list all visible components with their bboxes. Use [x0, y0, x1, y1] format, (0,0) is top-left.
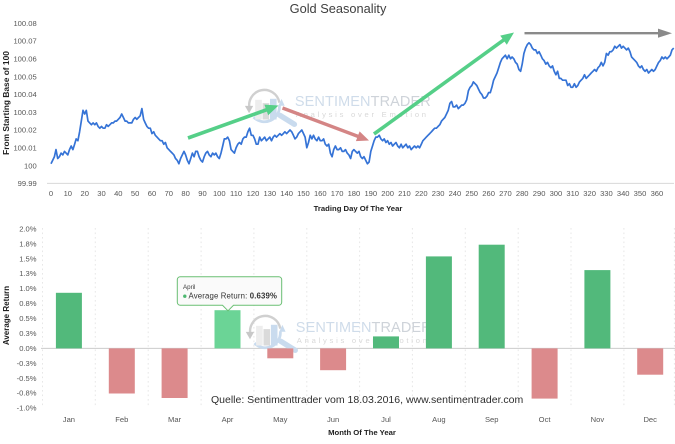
svg-text:Average Return: 0.639%: Average Return: 0.639% [189, 291, 278, 300]
svg-text:150: 150 [297, 189, 310, 198]
svg-text:100.06: 100.06 [13, 54, 36, 63]
svg-text:0.5%: 0.5% [19, 314, 37, 323]
svg-text:Apr: Apr [222, 415, 234, 424]
svg-text:Jul: Jul [381, 415, 391, 424]
svg-text:260: 260 [482, 189, 495, 198]
svg-text:30: 30 [97, 189, 105, 198]
svg-text:240: 240 [449, 189, 462, 198]
svg-text:1.0%: 1.0% [19, 284, 37, 293]
svg-text:70: 70 [165, 189, 173, 198]
svg-text:90: 90 [198, 189, 206, 198]
svg-text:140: 140 [280, 189, 293, 198]
svg-text:-0.5%: -0.5% [17, 374, 37, 383]
svg-text:180: 180 [348, 189, 361, 198]
svg-text:Analysis over Emotion: Analysis over Emotion [296, 110, 429, 119]
svg-text:SENTIMENTRADER: SENTIMENTRADER [296, 320, 432, 336]
svg-text:280: 280 [516, 189, 529, 198]
svg-text:290: 290 [533, 189, 546, 198]
svg-text:Gold Seasonality: Gold Seasonality [290, 1, 387, 16]
svg-text:310: 310 [566, 189, 579, 198]
svg-text:100.04: 100.04 [13, 90, 36, 99]
svg-text:0.8%: 0.8% [19, 299, 37, 308]
svg-text:-0.8%: -0.8% [17, 389, 37, 398]
svg-text:250: 250 [465, 189, 478, 198]
svg-text:100.05: 100.05 [13, 72, 36, 81]
svg-text:20: 20 [80, 189, 88, 198]
svg-text:100: 100 [24, 161, 37, 170]
svg-text:Month Of The Year: Month Of The Year [328, 428, 396, 437]
svg-text:2.0%: 2.0% [19, 224, 37, 233]
svg-text:100.01: 100.01 [13, 144, 36, 153]
svg-text:Analysis over Emotion: Analysis over Emotion [297, 336, 430, 345]
svg-text:170: 170 [331, 189, 344, 198]
svg-text:0.3%: 0.3% [19, 329, 37, 338]
svg-text:100.02: 100.02 [13, 126, 36, 135]
svg-text:Jan: Jan [63, 415, 75, 424]
svg-text:200: 200 [381, 189, 394, 198]
svg-text:160: 160 [314, 189, 327, 198]
svg-text:1.3%: 1.3% [19, 269, 37, 278]
svg-text:350: 350 [634, 189, 647, 198]
svg-text:100.07: 100.07 [13, 37, 36, 46]
svg-text:320: 320 [583, 189, 596, 198]
svg-text:120: 120 [247, 189, 260, 198]
svg-text:60: 60 [148, 189, 156, 198]
svg-text:220: 220 [415, 189, 428, 198]
svg-text:Average Return: Average Return [2, 286, 11, 345]
svg-text:300: 300 [550, 189, 563, 198]
svg-text:80: 80 [181, 189, 189, 198]
svg-text:190: 190 [364, 189, 377, 198]
svg-text:10: 10 [64, 189, 72, 198]
svg-text:1.8%: 1.8% [19, 239, 37, 248]
svg-text:-1.0%: -1.0% [17, 404, 37, 413]
svg-text:130: 130 [263, 189, 276, 198]
svg-text:Aug: Aug [432, 415, 446, 424]
svg-text:1.5%: 1.5% [19, 254, 37, 263]
svg-text:110: 110 [230, 189, 242, 198]
svg-text:May: May [273, 415, 288, 424]
svg-text:Feb: Feb [115, 415, 128, 424]
svg-text:270: 270 [499, 189, 512, 198]
svg-text:230: 230 [432, 189, 445, 198]
svg-text:0.0%: 0.0% [19, 344, 37, 353]
svg-text:0: 0 [49, 189, 53, 198]
svg-text:From Starting Base of 100: From Starting Base of 100 [1, 51, 11, 155]
svg-text:340: 340 [617, 189, 630, 198]
svg-text:40: 40 [114, 189, 122, 198]
svg-text:Dec: Dec [643, 415, 657, 424]
svg-text:100: 100 [213, 189, 226, 198]
svg-text:99.99: 99.99 [18, 179, 37, 188]
svg-text:Jun: Jun [327, 415, 339, 424]
svg-text:100.08: 100.08 [13, 19, 36, 28]
svg-text:Sep: Sep [485, 415, 499, 424]
svg-text:100.03: 100.03 [13, 108, 36, 117]
svg-text:Nov: Nov [591, 415, 605, 424]
svg-text:330: 330 [600, 189, 613, 198]
svg-text:Mar: Mar [168, 415, 182, 424]
svg-text:210: 210 [398, 189, 411, 198]
svg-text:-0.3%: -0.3% [17, 359, 37, 368]
svg-text:Oct: Oct [539, 415, 552, 424]
svg-text:360: 360 [651, 189, 664, 198]
svg-text:April: April [183, 284, 195, 291]
svg-text:Trading Day Of The Year: Trading Day Of The Year [314, 204, 403, 213]
svg-text:50: 50 [131, 189, 139, 198]
svg-text:Quelle: Sentimenttrader vom 18: Quelle: Sentimenttrader vom 18.03.2016, … [211, 394, 523, 406]
